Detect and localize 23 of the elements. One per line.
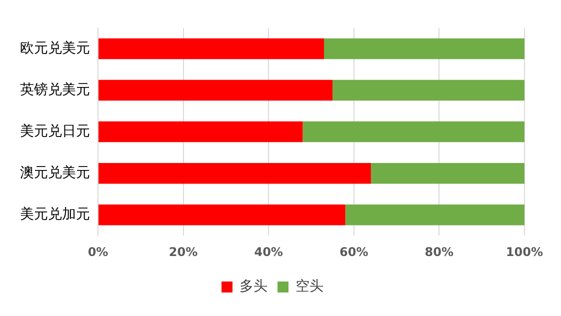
y-tick-label: 澳元兑美元 (20, 164, 90, 181)
x-tick-label: 40% (254, 244, 283, 259)
y-tick-label: 美元兑加元 (20, 206, 90, 222)
legend-label: 空头 (296, 278, 324, 295)
bar (98, 38, 324, 60)
legend-label: 多头 (240, 278, 268, 295)
y-tick-label: 英镑兑美元 (20, 82, 90, 98)
bar (370, 162, 524, 184)
bar (98, 162, 371, 184)
bar (332, 80, 524, 101)
x-tick-label: 100% (506, 244, 544, 259)
x-tick-label: 60% (340, 244, 368, 259)
x-tick-label: 0% (88, 244, 108, 259)
bar (324, 38, 524, 60)
y-tick-label: 欧元兑美元 (20, 40, 90, 56)
bar (302, 121, 524, 142)
bar (98, 204, 346, 226)
bar (345, 204, 524, 226)
x-tick-label: 20% (168, 244, 198, 259)
bar (98, 121, 303, 142)
x-tick-label: 80% (424, 244, 454, 259)
y-tick-label: 美元兑日元 (20, 123, 90, 140)
bar (98, 80, 333, 101)
